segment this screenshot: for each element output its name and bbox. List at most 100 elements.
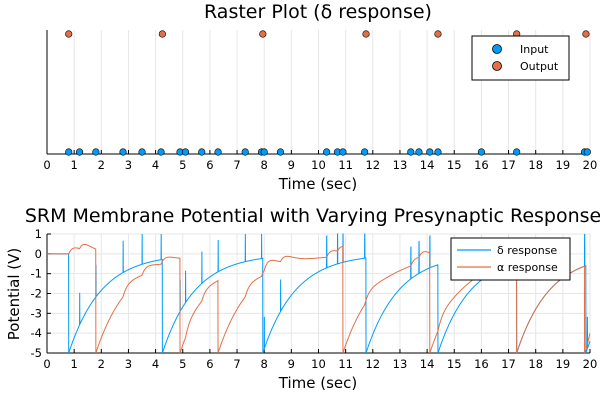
raster-x-tick-label: 4 (152, 158, 159, 172)
srm-y-tick-label: -3 (31, 306, 42, 320)
raster-x-tick-label: 16 (474, 158, 489, 172)
srm-plot: SRM Membrane Potential with Varying Pres… (5, 205, 600, 392)
raster-x-tick-label: 14 (420, 158, 435, 172)
raster-x-tick-label: 5 (179, 158, 186, 172)
srm-legend: δ response α response (450, 237, 571, 281)
srm-x-tick-label: 13 (393, 357, 408, 371)
srm-x-tick-label: 19 (556, 357, 571, 371)
srm-y-tick-label: -1 (31, 267, 42, 281)
srm-x-tick-label: 2 (98, 357, 105, 371)
srm-x-tick-label: 10 (311, 357, 326, 371)
raster-x-tick-label: 1 (70, 158, 77, 172)
srm-y-ticks: 1 0 -1 -2 -3 -4 -5 (31, 227, 51, 360)
raster-legend: Input Output (471, 35, 570, 81)
srm-x-tick-label: 3 (125, 357, 132, 371)
output-spike-point (582, 30, 590, 38)
legend-delta-label: δ response (497, 244, 557, 257)
input-spike-point (323, 148, 331, 156)
input-spike-point (583, 148, 591, 156)
srm-x-tick-label: 1 (70, 357, 77, 371)
input-spike-point (214, 148, 222, 156)
srm-x-tick-label: 0 (43, 357, 50, 371)
legend-input-label: Input (520, 43, 549, 56)
srm-y-label: Potential (V) (5, 248, 23, 340)
raster-x-tick-label: 6 (206, 158, 213, 172)
raster-x-tick-label: 15 (447, 158, 462, 172)
output-spike-point (65, 30, 73, 38)
input-spike-point (241, 148, 249, 156)
raster-x-tick-label: 18 (528, 158, 543, 172)
input-spike-point (92, 148, 100, 156)
srm-x-ticks: 0 1 2 3 4 5 6 7 8 9 10 11 12 13 14 15 16 17 18 19 20 (43, 349, 597, 371)
raster-x-tick-label: 19 (556, 158, 571, 172)
input-spike-point (157, 148, 165, 156)
srm-y-tick-label: -2 (31, 287, 42, 301)
raster-x-tick-label: 10 (311, 158, 326, 172)
srm-x-tick-label: 9 (288, 357, 295, 371)
input-spike-point (260, 148, 268, 156)
legend-input-marker (492, 44, 502, 54)
raster-x-tick-label: 8 (261, 158, 268, 172)
input-spike-point (119, 148, 127, 156)
output-spike-point (434, 30, 442, 38)
raster-x-ticks: 0 1 2 3 4 5 6 7 8 9 10 11 12 13 14 15 16 17 18 19 20 (43, 150, 597, 172)
raster-x-tick-label: 11 (338, 158, 353, 172)
input-spike-point (138, 148, 146, 156)
raster-x-tick-label: 20 (583, 158, 598, 172)
srm-x-tick-label: 20 (583, 357, 598, 371)
srm-title: SRM Membrane Potential with Varying Pres… (25, 205, 600, 227)
input-spike-point (407, 148, 415, 156)
raster-x-tick-label: 13 (393, 158, 408, 172)
srm-y-tick-label: -5 (31, 346, 42, 360)
raster-points (65, 30, 591, 156)
input-spike-point (198, 148, 206, 156)
output-spike-point (259, 30, 267, 38)
raster-x-tick-label: 3 (125, 158, 132, 172)
srm-x-tick-label: 18 (528, 357, 543, 371)
srm-y-tick-label: 1 (35, 227, 42, 241)
raster-x-tick-label: 9 (288, 158, 295, 172)
srm-x-tick-label: 8 (261, 357, 268, 371)
output-spike-point (158, 30, 166, 38)
input-spike-point (276, 148, 285, 156)
input-spike-point (426, 148, 434, 156)
srm-x-tick-label: 5 (179, 357, 186, 371)
srm-x-tick-label: 11 (338, 357, 353, 371)
raster-grid (46, 30, 591, 154)
srm-x-tick-label: 6 (206, 357, 213, 371)
raster-x-tick-label: 7 (233, 158, 240, 172)
raster-x-tick-label: 0 (43, 158, 50, 172)
input-spike-point (361, 148, 369, 156)
input-spike-point (477, 148, 486, 156)
input-spike-point (513, 148, 521, 156)
input-spike-point (65, 148, 73, 156)
input-spike-point (339, 148, 347, 156)
legend-output-marker (492, 61, 502, 71)
srm-x-tick-label: 7 (233, 357, 240, 371)
raster-x-label: Time (sec) (278, 175, 357, 193)
srm-y-tick-label: -4 (31, 326, 42, 340)
raster-plot: Raster Plot (δ response) 0 1 2 3 4 5 6 7 8 9 10 11 1… (43, 1, 597, 193)
srm-x-tick-label: 16 (474, 357, 489, 371)
legend-output-label: Output (520, 60, 559, 73)
raster-legend-box (471, 35, 570, 81)
srm-y-tick-label: 0 (35, 247, 42, 261)
srm-x-tick-label: 15 (447, 357, 462, 371)
srm-x-tick-label: 12 (365, 357, 380, 371)
input-spike-point (181, 148, 190, 156)
raster-x-tick-label: 2 (98, 158, 105, 172)
input-spike-point (415, 148, 423, 156)
raster-x-tick-label: 12 (365, 158, 380, 172)
legend-alpha-label: α response (497, 261, 558, 274)
srm-x-label: Time (sec) (278, 374, 357, 392)
input-spike-point (75, 148, 84, 156)
srm-x-tick-label: 14 (420, 357, 435, 371)
srm-x-tick-label: 17 (501, 357, 516, 371)
input-spike-point (434, 148, 442, 156)
output-spike-point (362, 30, 370, 38)
srm-legend-box (450, 237, 571, 281)
raster-title: Raster Plot (δ response) (204, 1, 432, 23)
raster-x-tick-label: 17 (501, 158, 516, 172)
srm-x-tick-label: 4 (152, 357, 159, 371)
